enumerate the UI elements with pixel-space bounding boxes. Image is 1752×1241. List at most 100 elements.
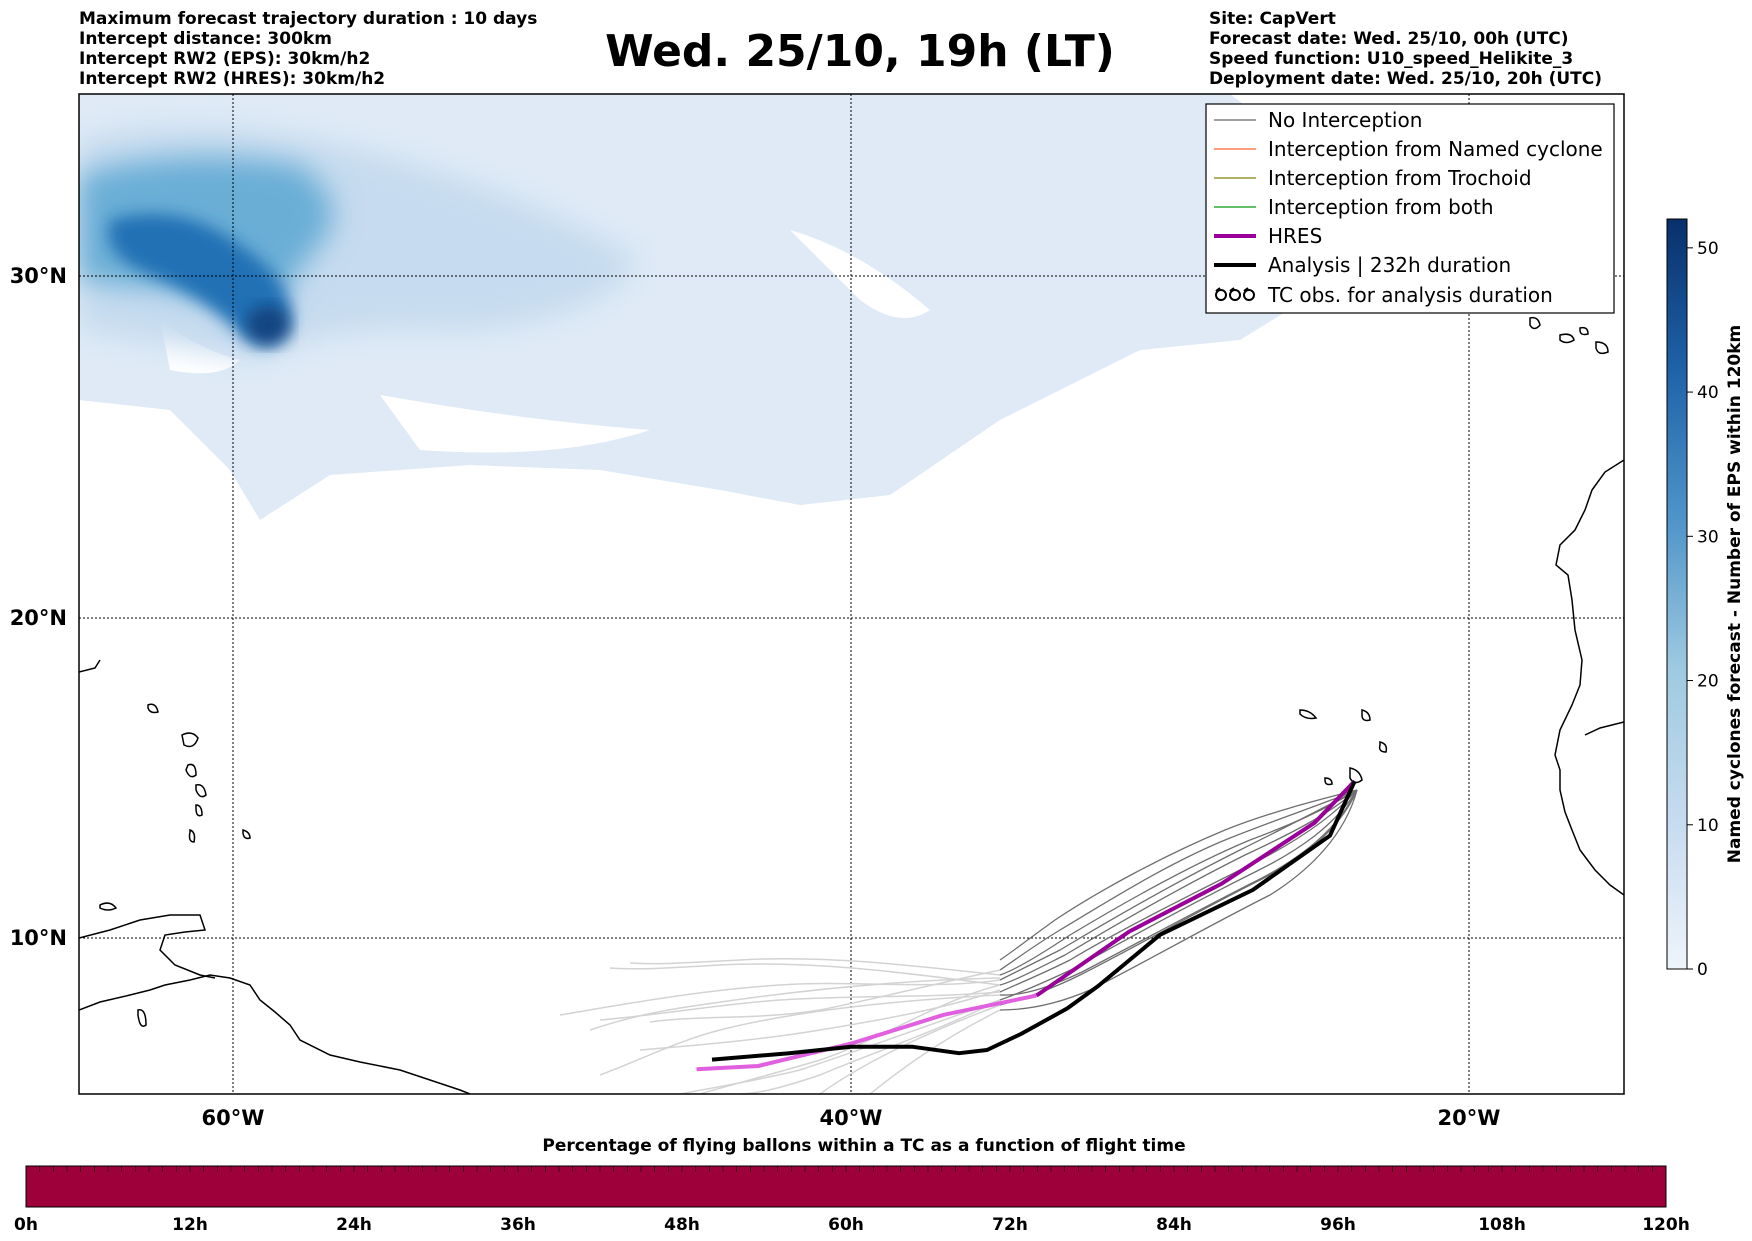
lat-tick-10n: 10°N — [10, 926, 67, 950]
legend-item: Interception from Trochoid — [1214, 166, 1532, 190]
analysis-track — [711, 780, 1357, 1062]
ensemble-trajectories — [559, 789, 1358, 1094]
trajectory-early — [639, 989, 1001, 1051]
coastlines — [79, 316, 1624, 1094]
density-hole — [380, 395, 650, 453]
puerto-rico-coast — [79, 659, 101, 673]
lon-tick-60w: 60°W — [202, 1106, 265, 1130]
trajectory-late — [999, 789, 1358, 1006]
legend-item: Interception from Named cyclone — [1214, 137, 1603, 161]
trajectory-early — [599, 991, 1001, 1021]
colorbar-bottom-title: Percentage of flying ballons within a TC… — [542, 1136, 1185, 1156]
south-america-coast — [79, 974, 471, 1094]
header-line: Deployment date: Wed. 25/10, 20h (UTC) — [1209, 69, 1603, 89]
colorbar-bottom-tick-label: 24h — [336, 1215, 372, 1235]
header-left-info: Maximum forecast trajectory duration : 1… — [79, 9, 537, 89]
legend-item: Analysis | 232h duration — [1214, 253, 1511, 277]
legend-box — [1205, 103, 1615, 314]
colorbar-tick-label: 10 — [1697, 816, 1719, 836]
trajectory-early — [629, 957, 1001, 976]
header-line: Site: CapVert — [1209, 9, 1336, 29]
trajectory-late — [999, 789, 1358, 993]
legend-item: TC obs. for analysis duration — [1215, 283, 1553, 307]
antilles-island — [181, 732, 199, 748]
legend-item: No Interception — [1214, 108, 1422, 132]
cape-verde-island — [1361, 709, 1371, 722]
forecast-tracks — [696, 779, 1357, 1072]
antilles-island — [185, 763, 197, 778]
page-title: Wed. 25/10, 19h (LT) — [605, 26, 1115, 77]
legend-label: HRES — [1268, 224, 1322, 248]
colorbar-bottom-tick-label: 84h — [1156, 1215, 1192, 1235]
trajectory-early — [599, 994, 1001, 1076]
map-frame — [78, 93, 1625, 1095]
trajectory-late — [999, 789, 1358, 1001]
header-line: Speed function: U10_speed_Helikite_3 — [1209, 49, 1574, 69]
lat-tick-20n: 20°N — [10, 606, 67, 630]
legend-item: Interception from both — [1214, 195, 1494, 219]
header-line: Intercept RW2 (EPS): 30km/h2 — [79, 49, 371, 69]
colorbar-right-ticks: 0 10 20 30 40 50 — [1687, 239, 1719, 980]
colorbar-bottom-tick-label: 36h — [500, 1215, 536, 1235]
colorbar-bottom-tick-label: 120h — [1642, 1215, 1690, 1235]
legend-label: Interception from Named cyclone — [1268, 137, 1603, 161]
antilles-island — [195, 804, 203, 817]
colorbar-tick-label: 40 — [1697, 383, 1719, 403]
trajectory-late — [999, 789, 1358, 986]
colorbar-bottom-tick-label: 48h — [664, 1215, 700, 1235]
caribbean-coast — [79, 914, 216, 979]
hres-track-extended — [696, 993, 1037, 1072]
cyclone-density-field — [79, 94, 1305, 520]
header-right-info: Site: CapVert Forecast date: Wed. 25/10,… — [1209, 9, 1602, 89]
colorbar-right-gradient — [1666, 218, 1688, 970]
cape-verde-island — [1299, 709, 1318, 720]
colorbar-bottom-tick-label: 0h — [14, 1215, 38, 1235]
legend-item: HRES — [1214, 224, 1322, 248]
density-area-peak — [246, 305, 290, 345]
antilles-island — [99, 902, 118, 911]
legend-label: TC obs. for analysis duration — [1267, 283, 1553, 307]
trajectory-late — [999, 789, 1358, 1011]
cape-verde-island — [1378, 741, 1388, 753]
trajectory-early — [679, 999, 1001, 1094]
legend: No Interception Interception from Named … — [1205, 103, 1615, 314]
africa-coast — [1554, 459, 1624, 896]
colorbar-tick-label: 30 — [1697, 527, 1719, 547]
antilles-island — [242, 829, 251, 840]
colorbar-right-label: Named cyclones forecast - Number of EPS … — [1725, 325, 1745, 864]
colorbar-bottom-tick-label: 60h — [828, 1215, 864, 1235]
trajectory-early — [559, 979, 1001, 1016]
antilles-island — [195, 783, 207, 798]
trajectory-late — [999, 789, 1358, 976]
colorbar-tick-label: 50 — [1697, 239, 1719, 259]
lat-tick-30n: 30°N — [10, 264, 67, 288]
africa-coast-detail — [1584, 721, 1624, 736]
header-line: Maximum forecast trajectory duration : 1… — [79, 9, 538, 29]
legend-label: No Interception — [1268, 108, 1422, 132]
canary-island — [1559, 333, 1575, 344]
trajectory-early — [589, 977, 1001, 1031]
grid-lines — [79, 94, 1624, 1094]
colorbar-right: 0 10 20 30 40 50 Named cyclones forecast - Nu… — [1666, 218, 1745, 980]
trajectory-early — [819, 1004, 1001, 1094]
trajectory-early — [609, 963, 1001, 986]
colorbar-tick-label: 0 — [1697, 960, 1708, 980]
colorbar-bottom: Percentage of flying ballons within a TC… — [14, 1136, 1690, 1235]
antilles-island — [188, 828, 196, 843]
cape-verde-island — [1324, 777, 1333, 786]
colorbar-bottom-tick-label: 96h — [1320, 1215, 1356, 1235]
canary-island — [1595, 341, 1609, 355]
lon-tick-20w: 20°W — [1438, 1106, 1501, 1130]
header-line: Intercept RW2 (HRES): 30km/h2 — [79, 69, 386, 89]
antilles-island — [137, 1009, 147, 1027]
colorbar-bottom-tick-label: 72h — [992, 1215, 1028, 1235]
legend-label: Interception from Trochoid — [1268, 166, 1532, 190]
trajectory-late — [999, 789, 1358, 971]
trajectory-late — [999, 789, 1358, 961]
density-area-core — [108, 213, 292, 347]
colorbar-bottom-tick-label: 108h — [1478, 1215, 1526, 1235]
trajectory-early — [739, 999, 1001, 1094]
canary-island — [1529, 316, 1541, 330]
trajectory-early — [869, 1009, 1001, 1094]
